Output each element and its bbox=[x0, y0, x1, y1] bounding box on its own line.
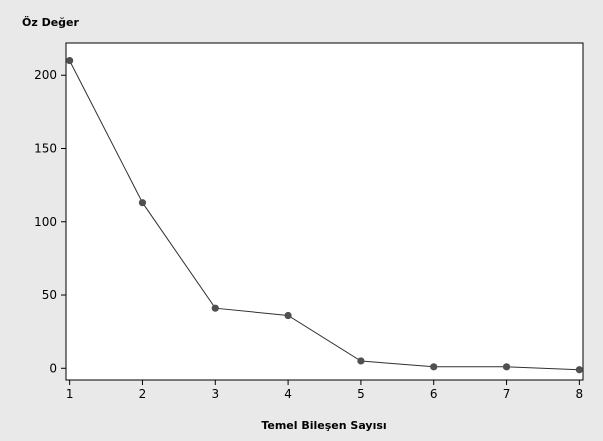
series-line bbox=[69, 60, 580, 371]
data-point-5 bbox=[357, 357, 365, 365]
plot-area bbox=[65, 42, 584, 381]
y-tick-label-1: 50 bbox=[42, 288, 57, 302]
y-axis: 0 50 100 150 200 bbox=[34, 68, 66, 375]
data-point-1 bbox=[66, 56, 74, 65]
data-point-4 bbox=[284, 311, 292, 320]
x-tick-label-2: 3 bbox=[211, 387, 219, 401]
x-tick-label-7: 8 bbox=[576, 387, 584, 401]
y-tick-label-0: 0 bbox=[49, 361, 57, 375]
y-tick-label-3: 150 bbox=[34, 141, 57, 155]
y-tick-label-4: 200 bbox=[34, 68, 57, 82]
data-points bbox=[66, 56, 583, 374]
x-tick-label-5: 6 bbox=[430, 387, 438, 401]
y-tick-label-2: 100 bbox=[34, 215, 57, 229]
data-point-6 bbox=[430, 363, 438, 371]
x-tick-label-0: 1 bbox=[66, 387, 74, 401]
y-axis-label: Öz Değer bbox=[22, 15, 80, 29]
data-point-3 bbox=[211, 304, 219, 312]
data-point-7 bbox=[502, 363, 511, 371]
x-tick-label-1: 2 bbox=[139, 387, 147, 401]
x-tick-label-3: 4 bbox=[284, 387, 292, 401]
x-tick-label-6: 7 bbox=[503, 387, 511, 401]
x-axis: 1 2 3 4 5 6 7 8 bbox=[66, 380, 583, 401]
x-axis-label: Temel Bileşen Sayısı bbox=[261, 419, 386, 432]
data-point-2 bbox=[138, 199, 147, 207]
data-point-8 bbox=[575, 366, 583, 374]
x-tick-label-4: 5 bbox=[357, 387, 365, 401]
